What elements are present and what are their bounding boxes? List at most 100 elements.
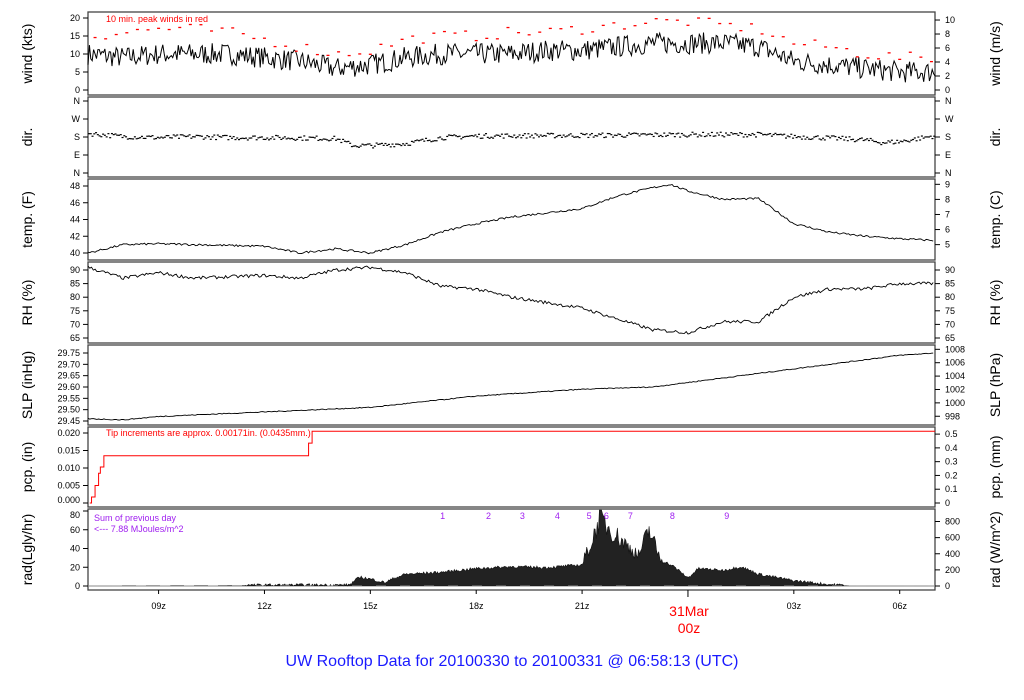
direction-point	[324, 138, 327, 140]
direction-point	[804, 138, 807, 140]
direction-point	[172, 134, 175, 136]
direction-point	[89, 133, 92, 135]
direction-point	[167, 135, 170, 137]
x-tick-label: 12z	[257, 601, 272, 611]
direction-point	[522, 134, 525, 137]
direction-point	[717, 134, 720, 136]
right-y-tick-label: 10	[945, 15, 955, 25]
direction-point	[846, 140, 849, 142]
direction-point	[206, 135, 209, 137]
direction-point	[583, 134, 586, 136]
direction-point	[751, 132, 754, 135]
direction-point	[497, 134, 500, 136]
direction-point	[425, 137, 428, 139]
direction-point	[192, 136, 195, 138]
right-y-axis-label: pcp. (mm)	[987, 436, 1003, 499]
direction-point	[260, 136, 263, 138]
direction-point	[552, 133, 555, 135]
direction-point	[139, 137, 142, 139]
direction-point	[179, 134, 182, 136]
direction-point	[559, 134, 562, 136]
direction-point	[617, 133, 620, 135]
direction-point	[860, 137, 863, 139]
panel-pcp: 0.000 0.005 0.010 0.015 0.020 0 0.1 0.2 0.3 0.4 0.…	[19, 426, 1003, 508]
direction-point	[864, 139, 867, 141]
y-tick-label: 0.015	[57, 446, 80, 456]
direction-point	[897, 142, 900, 144]
direction-point	[702, 131, 705, 134]
direction-point	[739, 132, 742, 134]
direction-point	[162, 137, 165, 139]
direction-point	[410, 140, 413, 143]
direction-point	[126, 138, 129, 140]
direction-point	[469, 135, 472, 137]
direction-point	[783, 133, 786, 135]
x-tick-label: 09z	[151, 601, 166, 611]
y-tick-label: 29.65	[57, 371, 80, 381]
direction-point	[767, 133, 770, 135]
direction-point	[153, 138, 156, 140]
direction-point	[188, 134, 191, 136]
panel-frame	[87, 261, 936, 344]
right-y-tick-label: 1006	[945, 358, 965, 368]
y-axis-label: pcp. (in)	[19, 442, 35, 493]
direction-point	[236, 137, 239, 139]
direction-point	[822, 137, 825, 139]
direction-point	[599, 133, 602, 136]
direction-point	[518, 134, 521, 136]
direction-point	[476, 136, 479, 138]
direction-point	[477, 133, 480, 135]
right-y-tick-label: N	[945, 96, 952, 106]
direction-point	[852, 138, 855, 140]
direction-point	[142, 137, 145, 139]
direction-point	[280, 138, 283, 141]
hour-marker: 6	[604, 511, 609, 521]
direction-point	[359, 145, 362, 147]
direction-point	[920, 135, 923, 137]
direction-point	[866, 138, 869, 140]
direction-point	[243, 137, 246, 140]
panel-frame	[87, 426, 936, 508]
direction-point	[403, 144, 406, 146]
direction-point	[447, 134, 450, 136]
radiation-annotation: <--- 7.88 MJoules/m^2	[94, 524, 184, 534]
direction-point	[169, 137, 172, 139]
direction-point	[479, 137, 482, 139]
direction-point	[507, 135, 510, 137]
direction-point	[733, 132, 736, 135]
direction-point	[368, 143, 371, 145]
direction-point	[511, 136, 514, 138]
direction-point	[195, 134, 198, 136]
direction-point	[453, 134, 456, 136]
y-tick-label: 29.45	[57, 416, 80, 426]
hour-marker: 1	[440, 511, 445, 521]
x-axis: 09z 12z 15z 18z 21z 03z 06z	[151, 590, 907, 611]
y-tick-label: 42	[70, 231, 80, 241]
direction-point	[485, 133, 488, 135]
direction-point	[811, 138, 814, 140]
direction-point	[204, 137, 207, 139]
direction-point	[539, 134, 542, 136]
right-y-tick-label: 0.2	[945, 470, 958, 480]
y-tick-label: 15	[70, 31, 80, 41]
direction-point	[543, 134, 546, 137]
right-y-tick-label: 0	[945, 85, 950, 95]
direction-point	[816, 135, 819, 137]
right-y-tick-label: 0	[945, 498, 950, 508]
y-tick-label: 29.50	[57, 405, 80, 415]
direction-point	[606, 132, 609, 135]
right-y-axis-label: RH (%)	[987, 280, 1003, 326]
direction-point	[407, 144, 410, 146]
direction-point	[223, 134, 226, 137]
direction-point	[343, 140, 346, 142]
direction-point	[806, 136, 809, 138]
direction-point	[257, 137, 260, 139]
direction-point	[855, 140, 858, 142]
direction-point	[774, 132, 777, 134]
direction-point	[525, 137, 528, 139]
direction-point	[896, 139, 899, 141]
direction-point	[684, 135, 687, 137]
y-tick-label: 29.60	[57, 382, 80, 392]
direction-point	[608, 133, 611, 135]
